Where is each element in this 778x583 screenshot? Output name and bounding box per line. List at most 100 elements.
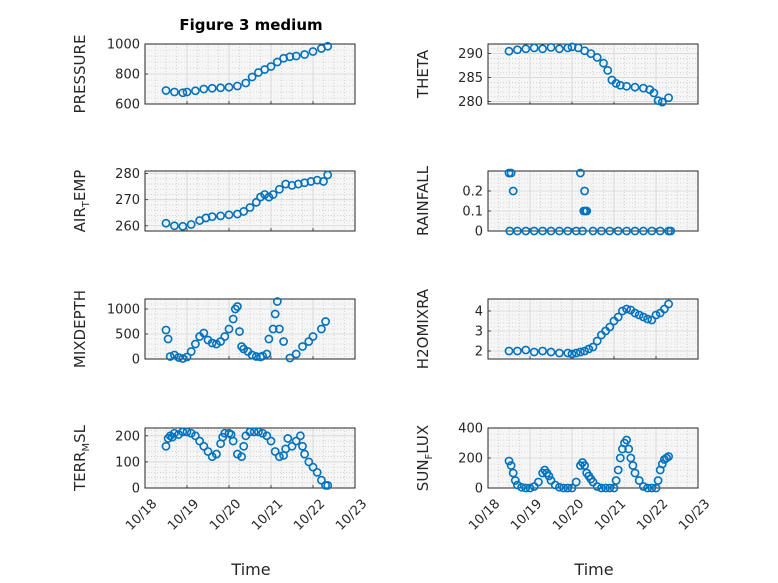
- data-point: [609, 483, 619, 493]
- data-point: [169, 87, 179, 97]
- subplot-air_temp: 260 270 280 AIRTEMP: [71, 167, 356, 234]
- data-point: [634, 310, 644, 320]
- data-point: [592, 482, 602, 491]
- data-point: [605, 226, 615, 236]
- data-point: [291, 51, 301, 61]
- data-point: [279, 337, 288, 346]
- data-point: [304, 337, 314, 346]
- data-point: [508, 186, 518, 196]
- data-point: [513, 480, 522, 490]
- data-point: [220, 332, 230, 341]
- data-point: [504, 346, 514, 356]
- data-point: [300, 50, 309, 59]
- data-point: [270, 309, 280, 319]
- data-point: [529, 347, 539, 357]
- y-axis-label: H2OMIXRA: [414, 288, 432, 369]
- data-point: [521, 345, 531, 355]
- data-point: [630, 308, 640, 318]
- data-point: [504, 46, 514, 56]
- data-point: [186, 220, 196, 229]
- data-point: [550, 480, 560, 490]
- data-point: [657, 459, 667, 469]
- data-point: [611, 78, 621, 88]
- y-axis-label: SUNFLUX: [414, 425, 435, 491]
- y-tick-label: 2: [475, 345, 483, 360]
- data-point: [563, 226, 573, 236]
- data-point: [182, 87, 192, 97]
- y-tick-label: 200: [115, 429, 140, 444]
- data-point: [312, 467, 322, 477]
- data-point: [666, 226, 676, 236]
- axes-box: [487, 170, 699, 232]
- data-point: [190, 339, 200, 349]
- data-point: [555, 482, 564, 492]
- x-tick-label: 10/18: [123, 497, 160, 534]
- data-point: [639, 482, 648, 491]
- data-point: [546, 42, 556, 52]
- data-point: [161, 218, 171, 228]
- data-point: [245, 427, 255, 437]
- data-point: [247, 350, 257, 360]
- y-axis-label: MIXDEPTH: [71, 290, 89, 368]
- data-point: [521, 226, 531, 236]
- data-point: [571, 226, 581, 236]
- data-point: [169, 221, 179, 231]
- data-point: [605, 322, 615, 332]
- x-tick-label: 10/20: [550, 497, 587, 534]
- data-point: [258, 351, 267, 361]
- data-point: [323, 41, 333, 51]
- y-tick-label: 500: [115, 328, 140, 343]
- data-point: [268, 190, 278, 199]
- data-point: [287, 441, 297, 451]
- data-point: [613, 312, 623, 322]
- subplot-sun_flux: 10/18 10/19 10/20 10/21 10/22 10/23 0 200 400 SUN…: [414, 422, 713, 534]
- y-tick-label: 4: [475, 305, 483, 320]
- data-point: [630, 82, 640, 92]
- data-point: [647, 315, 657, 325]
- y-tick-label: 285: [458, 71, 483, 86]
- data-point: [316, 324, 326, 334]
- data-point: [525, 483, 535, 493]
- data-point: [253, 427, 263, 437]
- data-point: [199, 328, 209, 338]
- data-point: [651, 483, 661, 493]
- data-point: [319, 177, 328, 186]
- data-point: [228, 436, 238, 446]
- data-point: [628, 461, 638, 470]
- data-point: [639, 312, 648, 322]
- data-point: [615, 453, 625, 463]
- figure-title: Figure 3 medium: [179, 16, 322, 34]
- data-point: [576, 168, 585, 178]
- data-point: [308, 462, 318, 472]
- x-axis-label-left: Time: [230, 560, 270, 579]
- data-point: [283, 434, 293, 443]
- data-point: [563, 43, 573, 53]
- data-point: [624, 444, 634, 454]
- data-point: [592, 53, 602, 62]
- data-point: [274, 324, 284, 334]
- data-point: [161, 441, 171, 451]
- data-point: [529, 226, 539, 236]
- data-point: [291, 349, 301, 359]
- data-point: [653, 476, 663, 485]
- data-point: [203, 447, 213, 456]
- data-point: [178, 354, 188, 363]
- axes-box: [144, 170, 356, 232]
- data-point: [241, 78, 251, 88]
- subplot-rainfall: 0 0.1 0.2 RAINFALL: [414, 165, 699, 240]
- data-point: [224, 210, 234, 220]
- data-point: [207, 338, 217, 348]
- data-point: [571, 348, 581, 358]
- data-point: [563, 348, 573, 358]
- data-point: [657, 97, 667, 107]
- x-tick-label: 10/21: [592, 497, 629, 534]
- y-tick-label: 260: [115, 219, 140, 234]
- data-point: [230, 304, 240, 314]
- data-point: [597, 226, 606, 236]
- data-point: [298, 441, 307, 451]
- data-point: [207, 83, 217, 93]
- data-point: [611, 476, 621, 485]
- data-point: [555, 226, 564, 236]
- y-tick-label: 0: [132, 482, 140, 497]
- data-point: [300, 449, 309, 459]
